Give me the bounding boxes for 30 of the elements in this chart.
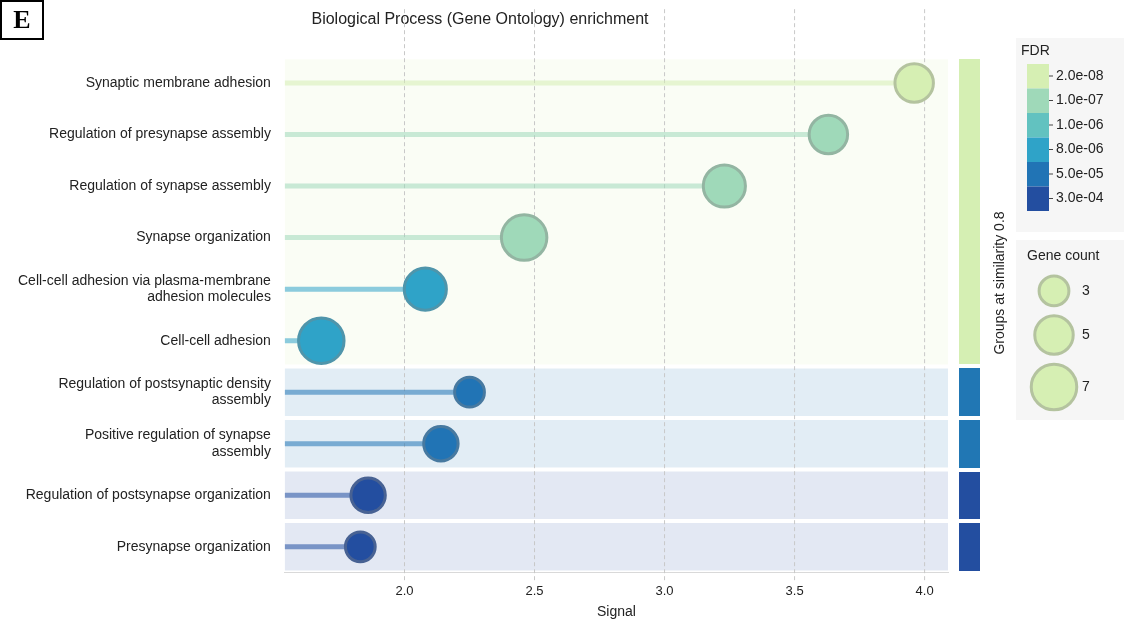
x-tick-label: 3.0 [655,582,674,598]
legend-label: 7 [1082,377,1090,394]
x-tick-label: 3.5 [785,582,804,598]
y-tick-label: Synaptic membrane adhesion [85,73,271,90]
y-tick-label: Regulation of postsynapse organization [25,486,271,503]
chart-title: Biological Process (Gene Ontology) enrichment [311,10,650,28]
y-tick-label: Positive regulation of synapse assembly [84,426,272,460]
x-axis-title: Signal [596,603,636,620]
legend-title: FDR [1021,41,1050,58]
legend-label: 3.0e-04 [1056,189,1104,206]
y-tick-label: Synapse organization [136,228,271,245]
y2-axis-title: Groups at similarity 0.8 [990,211,1007,355]
text: Gene count [1027,246,1100,263]
legend-label: 5.0e-05 [1056,164,1104,181]
legend-label: 3 [1082,281,1090,298]
text: E [0,0,44,40]
x-tick-label: 4.0 [915,582,934,598]
y-tick-label: Cell-cell adhesion via plasma-membrane adhesion molecules [18,271,272,305]
legend-label: 1.0e-06 [1056,115,1104,132]
y-tick-label: Presynapse organization [116,537,271,554]
y-tick-label: Regulation of presynapse assembly [49,125,271,142]
y-tick-label: Cell-cell adhesion [160,331,271,348]
x-tick-label: 2.0 [395,582,414,598]
legend-label: 8.0e-06 [1056,140,1104,157]
y-tick-label: Regulation of synapse assembly [69,176,271,193]
x-tick-label: 2.5 [525,582,544,598]
y-tick-label: Regulation of postsynaptic density assembly [58,374,271,408]
legend-label: 2.0e-08 [1056,66,1104,83]
legend-label: 1.0e-07 [1056,91,1104,108]
legend-label: 5 [1082,325,1090,342]
